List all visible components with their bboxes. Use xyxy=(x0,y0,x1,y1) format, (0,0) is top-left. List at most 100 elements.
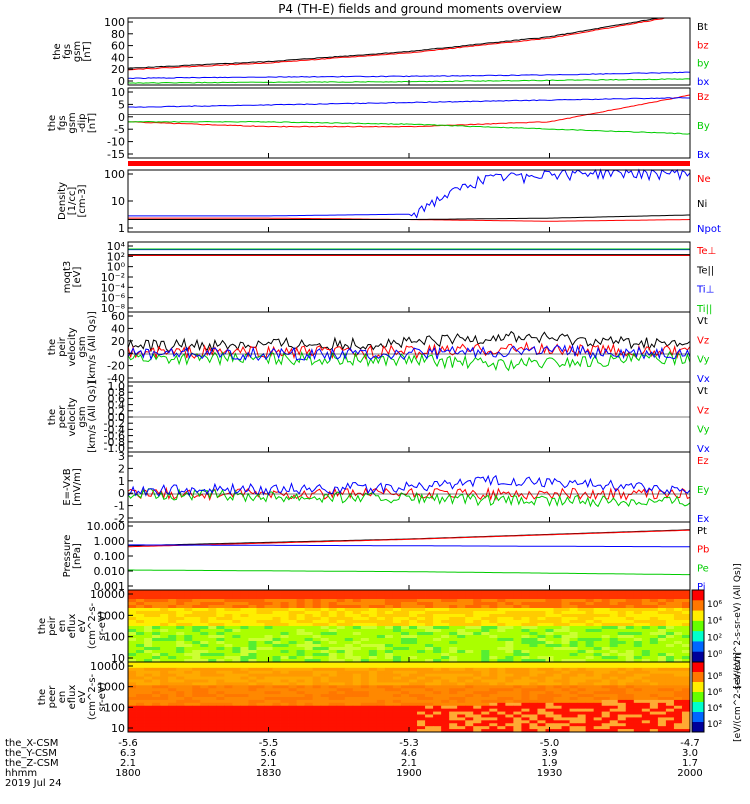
spectrogram-cell xyxy=(368,697,378,701)
spectrogram-cell xyxy=(537,650,546,654)
spectrogram-cell xyxy=(417,667,426,672)
spectrogram-cell xyxy=(320,632,330,636)
spectrogram-cell xyxy=(553,620,562,624)
spectrogram-cell xyxy=(312,726,322,730)
spectrogram-cell xyxy=(264,635,273,639)
spectrogram-cell xyxy=(352,697,362,701)
legend-Pe: Pe xyxy=(697,563,709,574)
spectrogram-cell xyxy=(192,641,201,645)
spectrogram-cell xyxy=(673,676,683,680)
spectrogram-cell xyxy=(128,676,137,680)
spectrogram-cell xyxy=(409,714,418,718)
spectrogram-cell xyxy=(192,608,201,612)
spectrogram-cell xyxy=(376,641,386,645)
spectrogram-cell xyxy=(553,623,562,627)
spectrogram-cell xyxy=(232,656,241,660)
spectrogram-cell xyxy=(641,679,651,683)
spectrogram-cell xyxy=(481,714,490,718)
y-axis-label: eV xyxy=(77,690,88,703)
spectrogram-cell xyxy=(208,605,217,609)
spectrogram-cell xyxy=(176,599,185,603)
spectrogram-cell xyxy=(449,620,458,624)
spectrogram-cell xyxy=(537,664,546,669)
spectrogram-cell xyxy=(609,602,619,606)
spectrogram-cell xyxy=(376,635,386,639)
spectrogram-cell xyxy=(392,697,402,701)
spectrogram-cell xyxy=(465,638,474,642)
spectrogram-cell xyxy=(264,638,273,642)
spectrogram-cell xyxy=(617,673,627,677)
spectrogram-cell xyxy=(264,720,273,724)
spectrogram-cell xyxy=(256,653,265,657)
x-tick-label: 1800 xyxy=(115,768,140,779)
spectrogram-cell xyxy=(513,653,522,657)
spectrogram-cell xyxy=(384,653,394,657)
spectrogram-cell xyxy=(184,632,193,636)
spectrogram-cell xyxy=(449,614,458,618)
spectrogram-cell xyxy=(304,632,314,636)
spectrogram-cell xyxy=(601,717,611,721)
spectrogram-cell xyxy=(224,670,233,675)
spectrogram-cell xyxy=(617,708,627,712)
spectrogram-cell xyxy=(625,638,635,642)
spectrogram-cell xyxy=(633,617,643,621)
spectrogram-cell xyxy=(136,717,145,721)
spectrogram-cell xyxy=(224,605,233,609)
spectrogram-cell xyxy=(320,694,330,698)
spectrogram-cell xyxy=(537,699,546,704)
spectrogram-cell xyxy=(240,717,249,721)
spectrogram-cell xyxy=(553,650,562,654)
spectrogram-cell xyxy=(489,720,498,724)
spectrogram-cell xyxy=(168,623,177,627)
spectrogram-cell xyxy=(344,611,354,615)
spectrogram-cell xyxy=(216,711,225,715)
spectrogram-cell xyxy=(392,673,402,677)
spectrogram-cell xyxy=(513,647,522,651)
spectrogram-cell xyxy=(232,705,241,710)
spectrogram-cell xyxy=(633,599,643,603)
spectrogram-cell xyxy=(192,717,201,721)
spectrogram-cell xyxy=(681,605,691,609)
spectrogram-cell xyxy=(561,608,570,612)
spectrogram-cell xyxy=(449,611,458,615)
spectrogram-cell xyxy=(288,705,297,710)
spectrogram-cell xyxy=(176,670,185,675)
spectrogram-cell xyxy=(553,708,562,712)
spectrogram-cell xyxy=(152,705,161,710)
spectrogram-cell xyxy=(529,650,538,654)
spectrogram-cell xyxy=(657,694,667,698)
spectrogram-cell xyxy=(208,656,217,660)
spectrogram-cell xyxy=(280,602,289,606)
spectrogram-cell xyxy=(160,670,169,675)
spectrogram-cell xyxy=(232,685,241,689)
spectrogram-cell xyxy=(513,705,522,710)
spectrogram-cell xyxy=(617,650,627,654)
spectrogram-cell xyxy=(208,659,217,663)
spectrogram-cell xyxy=(360,611,370,615)
spectrogram-cell xyxy=(553,635,562,639)
spectrogram-cell xyxy=(176,664,185,669)
spectrogram-cell xyxy=(128,694,137,698)
spectrogram-cell xyxy=(208,629,217,633)
colorbar-tick-label: 10⁸ xyxy=(707,672,722,682)
spectrogram-cell xyxy=(425,620,434,624)
spectrogram-cell xyxy=(537,644,546,648)
spectrogram-cell xyxy=(328,656,338,660)
spectrogram-cell xyxy=(232,644,241,648)
y-tick-label: 0 xyxy=(118,487,125,500)
spectrogram-cell xyxy=(537,608,546,612)
spectrogram-cell xyxy=(449,673,458,677)
spectrogram-cell xyxy=(304,650,314,654)
spectrogram-cell xyxy=(657,711,667,715)
spectrogram-cell xyxy=(465,629,474,633)
spectrogram-cell xyxy=(649,605,659,609)
spectrogram-cell xyxy=(304,611,314,615)
spectrogram-cell xyxy=(264,691,273,695)
spectrogram-cell xyxy=(384,685,394,689)
spectrogram-cell xyxy=(545,605,554,609)
spectrogram-cell xyxy=(585,599,595,603)
spectrogram-cell xyxy=(288,662,297,666)
spectrogram-cell xyxy=(352,694,362,698)
spectrogram-cell xyxy=(144,697,153,701)
spectrogram-cell xyxy=(473,702,482,707)
